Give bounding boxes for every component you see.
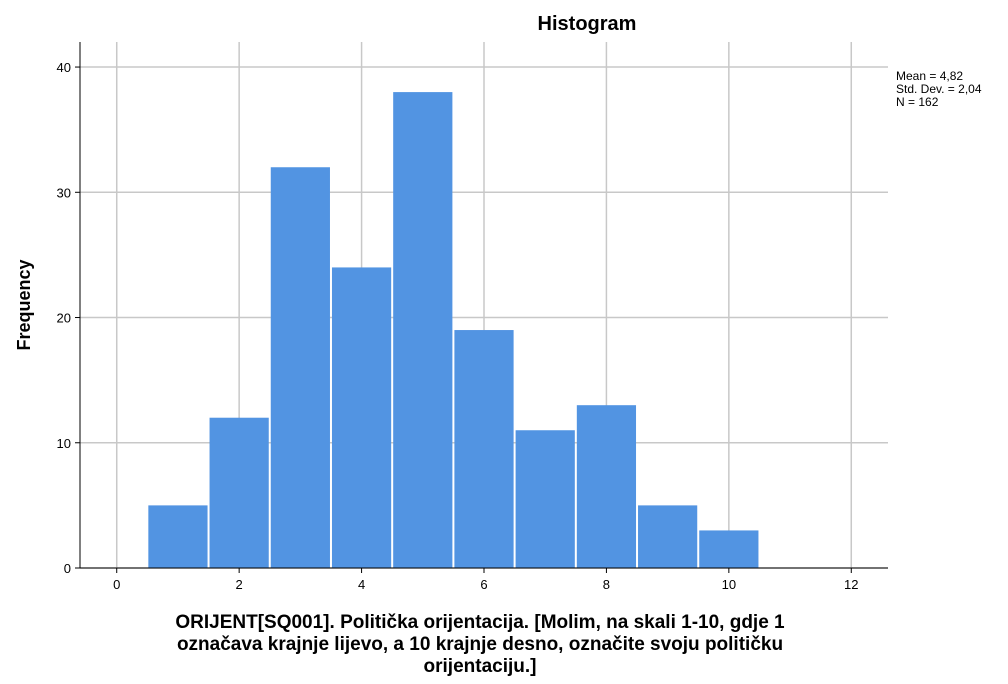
histogram-bar [393, 92, 453, 568]
stats-line: Std. Dev. = 2,04 [896, 82, 982, 96]
y-tick-label: 20 [57, 311, 71, 326]
axes [75, 42, 888, 573]
x-tick-label: 10 [722, 577, 736, 592]
histogram-bar [638, 505, 698, 568]
histogram-bar [699, 530, 759, 568]
y-tick-label: 0 [64, 561, 71, 576]
y-tick-label: 10 [57, 436, 71, 451]
x-tick-label: 8 [603, 577, 610, 592]
y-tick-label: 40 [57, 60, 71, 75]
y-tick-label: 30 [57, 185, 71, 200]
x-tick-labels: 0 2 4 6 8 10 12 [113, 577, 858, 592]
stats-line: Mean = 4,82 [896, 69, 963, 83]
x-axis-label: ORIJENT[SQ001]. Politička orijentacija. … [175, 612, 785, 677]
histogram-bar [270, 167, 330, 568]
histogram-bar [148, 505, 208, 568]
x-tick-label: 2 [236, 577, 243, 592]
x-tick-label: 12 [844, 577, 858, 592]
histogram-bar [454, 330, 514, 568]
chart-title: Histogram [538, 13, 637, 35]
bars [148, 92, 759, 568]
y-tick-labels: 0 10 20 30 40 [57, 60, 71, 576]
x-tick-label: 6 [480, 577, 487, 592]
histogram-bar [576, 405, 637, 568]
x-tick-label: 0 [113, 577, 120, 592]
x-tick-label: 4 [358, 577, 365, 592]
stats-line: N = 162 [896, 95, 939, 109]
histogram-bar [515, 430, 575, 568]
histogram-bar [209, 417, 269, 568]
histogram-bar [331, 267, 392, 568]
y-axis-label: Frequency [14, 259, 34, 350]
